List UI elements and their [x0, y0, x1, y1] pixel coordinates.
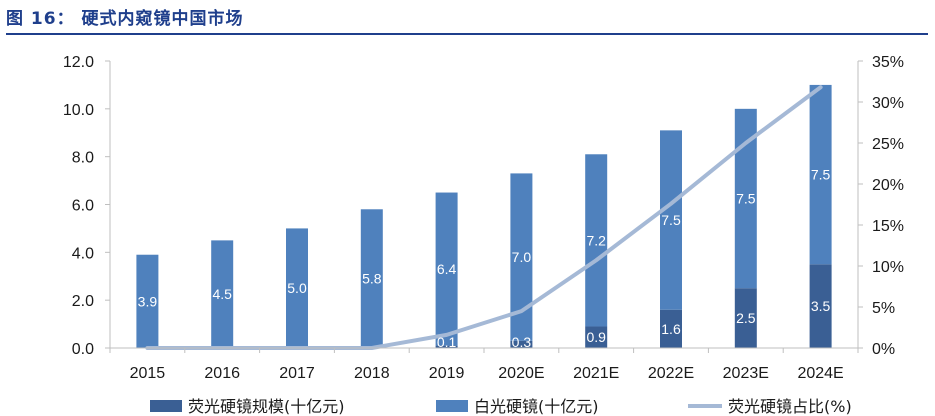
legend-label: 荧光硬镜规模(十亿元) — [188, 397, 345, 416]
left-tick-label: 12.0 — [63, 54, 94, 71]
data-label: 7.5 — [736, 191, 756, 207]
white-light-bar — [286, 228, 308, 348]
white-light-bar — [585, 154, 608, 327]
white-light-bar — [360, 209, 383, 348]
fluorescent-bar — [809, 264, 832, 348]
right-tick-label: 5% — [872, 300, 895, 317]
figure-title-text: 硬式内窥镜中国市场 — [81, 9, 244, 29]
right-tick-label: 10% — [872, 259, 904, 276]
data-label: 3.5 — [811, 298, 831, 314]
share-line — [145, 85, 823, 350]
data-label: 7.2 — [586, 232, 606, 248]
left-tick-label: 6.0 — [72, 198, 94, 215]
x-tick-label: 2022E — [648, 365, 694, 382]
left-tick-label: 8.0 — [72, 150, 94, 167]
figure-label: 图 16： — [6, 9, 75, 29]
white-light-bar — [660, 130, 682, 310]
data-labels: 3.9 4.5 5.0 5.8 0.1 6.4 0.3 7.0 0.9 7.2 1.6 7.5 2.5 7… — [138, 167, 831, 350]
x-tick-label: 2019 — [429, 365, 465, 382]
left-tick-label: 4.0 — [72, 245, 94, 262]
x-tick-label: 2016 — [204, 365, 240, 382]
fluorescent-bar — [435, 345, 458, 348]
x-tick-label: 2017 — [279, 365, 315, 382]
x-tick-label: 2023E — [723, 365, 769, 382]
fluorescent-bar — [734, 288, 757, 348]
right-tick-label: 20% — [872, 177, 904, 194]
x-tick-label: 2024E — [797, 365, 843, 382]
left-tick-label: 10.0 — [63, 102, 94, 119]
legend-label: 荧光硬镜占比(%) — [728, 397, 852, 416]
legend: 荧光硬镜规模(十亿元) 白光硬镜(十亿元) 荧光硬镜占比(%) — [150, 397, 852, 416]
share-line-path — [145, 85, 823, 350]
legend-label: 白光硬镜(十亿元) — [474, 397, 599, 416]
data-label: 0.3 — [512, 334, 532, 350]
fluorescent-bar — [510, 340, 533, 348]
x-tick-label: 2021E — [573, 365, 619, 382]
title-rule — [6, 33, 928, 35]
right-tick-label: 35% — [872, 54, 904, 71]
right-tick-label: 30% — [872, 95, 904, 112]
legend-swatch-fluorescent — [150, 400, 182, 412]
data-label: 5.0 — [287, 280, 307, 296]
x-tick-label: 2018 — [354, 365, 390, 382]
bars — [136, 84, 832, 348]
left-tick-label: 2.0 — [72, 293, 94, 310]
data-label: 7.0 — [512, 249, 532, 265]
right-tick-label: 0% — [872, 341, 895, 358]
data-label: 0.9 — [586, 329, 606, 345]
left-axis: 0.0 2.0 4.0 6.0 8.0 10.0 12.0 — [63, 54, 111, 358]
data-label: 0.1 — [437, 334, 457, 350]
figure-title: 图 16： 硬式内窥镜中国市场 — [6, 4, 244, 29]
white-light-bar — [734, 108, 757, 289]
x-tick-label: 2020E — [498, 365, 544, 382]
white-light-bar — [136, 254, 159, 348]
legend-swatch-white-light — [436, 400, 468, 412]
white-light-bar — [809, 84, 832, 265]
left-tick-label: 0.0 — [72, 341, 94, 358]
data-label: 7.5 — [811, 167, 831, 183]
data-label: 1.6 — [661, 321, 681, 337]
white-light-bar — [435, 192, 458, 346]
data-label: 5.8 — [362, 271, 382, 287]
fluorescent-bar — [585, 326, 608, 348]
white-light-bar — [211, 240, 234, 348]
data-label: 7.5 — [661, 212, 681, 228]
right-axis: 0% 5% 10% 15% 20% 25% 30% 35% — [857, 54, 904, 358]
fluorescent-bar — [660, 309, 682, 348]
right-tick-label: 15% — [872, 218, 904, 235]
white-light-bar — [510, 173, 533, 341]
x-axis: 2015 2016 2017 2018 2019 2020E 2021E 2022E 2023E… — [109, 347, 859, 382]
data-label: 2.5 — [736, 310, 756, 326]
right-tick-label: 25% — [872, 136, 904, 153]
data-label: 6.4 — [437, 261, 457, 277]
data-label: 4.5 — [212, 286, 232, 302]
data-label: 3.9 — [138, 293, 158, 309]
x-tick-label: 2015 — [130, 365, 166, 382]
